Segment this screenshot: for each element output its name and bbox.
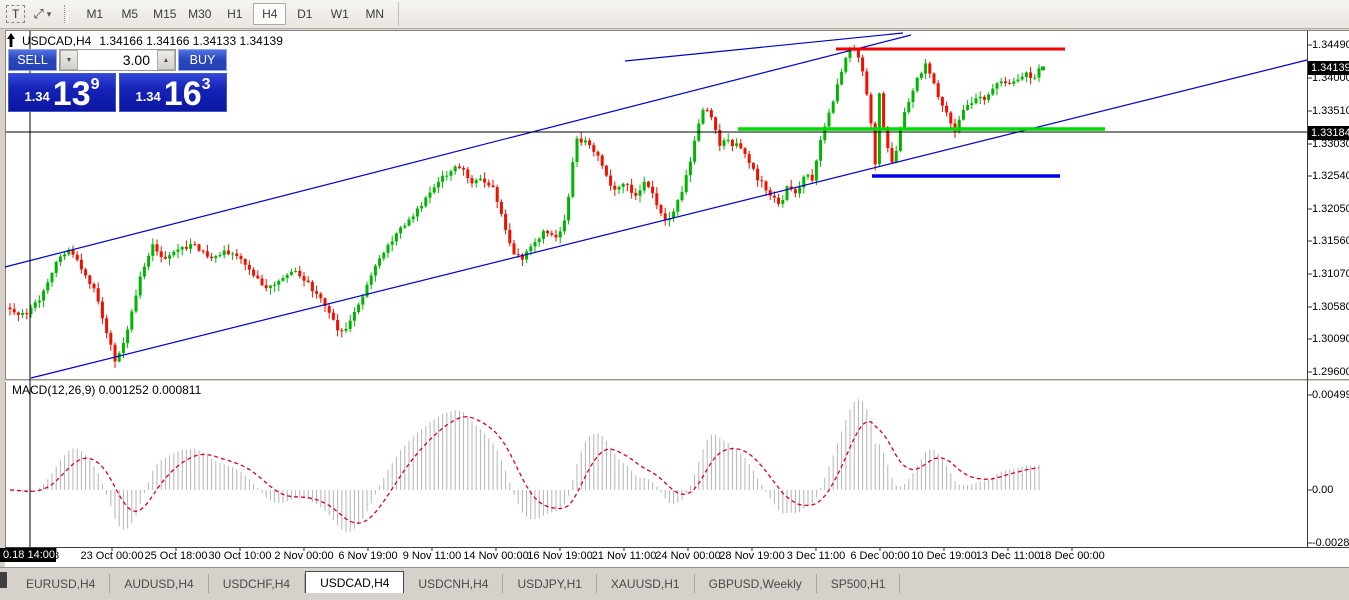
- tab-xauusd-h1[interactable]: XAUUSD,H1: [597, 574, 695, 593]
- time-axis-label: 30 Oct 10:00: [208, 550, 272, 562]
- time-axis-label: 14 Nov 00:00: [463, 550, 529, 562]
- arrows-tool-button[interactable]: ⤢ ▾: [33, 6, 51, 22]
- time-axis-label: 28 Nov 19:00: [719, 550, 785, 562]
- buy-button[interactable]: BUY: [178, 49, 227, 71]
- ohlc-values: 1.34166 1.34166 1.34133 1.34139: [99, 34, 283, 48]
- buy-price-button[interactable]: 1.34 16 3: [119, 73, 227, 112]
- macd-values: 0.001252 0.000811: [98, 383, 202, 397]
- tab-sp500-h1[interactable]: SP500,H1: [817, 574, 901, 593]
- sell-price-prefix: 1.34: [24, 89, 50, 104]
- price-axis-label: 1.32540: [1312, 170, 1349, 182]
- price-axis-label: 1.32050: [1312, 203, 1349, 215]
- time-axis-label: 8: [52, 550, 60, 562]
- time-axis-label: 10 Dec 19:00: [911, 550, 977, 562]
- time-axis-label: 3 Dec 11:00: [786, 550, 846, 562]
- tab-usdcad-h4[interactable]: USDCAD,H4: [305, 571, 405, 593]
- price-axis-label: 1.34000: [1312, 72, 1349, 84]
- price-axis-label: 1.33030: [1312, 138, 1349, 150]
- arrows-icon: ⤢: [33, 6, 44, 21]
- sell-price-main: 13: [52, 75, 91, 114]
- price-axis-label: 1.30090: [1312, 333, 1349, 345]
- time-axis-label: 6 Dec 00:00: [850, 550, 910, 562]
- toolbar-grip: [64, 5, 69, 23]
- time-axis-label: 25 Oct 18:00: [144, 550, 208, 562]
- crosshair-price-badge: 1.33184: [1308, 126, 1349, 140]
- current-price-badge: 1.34139: [1308, 61, 1349, 75]
- tab-usdjpy-h1[interactable]: USDJPY,H1: [503, 574, 597, 593]
- chevron-down-icon[interactable]: ▾: [46, 8, 52, 19]
- volume-input[interactable]: 3.00: [122, 52, 150, 68]
- volume-increase-button[interactable]: ▲: [157, 50, 175, 70]
- timeframe-w1-button[interactable]: W1: [330, 7, 349, 21]
- time-axis-label: 18 Dec 00:00: [1039, 550, 1105, 562]
- sell-price-sup: 9: [90, 76, 100, 93]
- timeframe-mn-button[interactable]: MN: [365, 7, 385, 21]
- buy-price-main: 16: [163, 75, 202, 114]
- crosshair-time-badge: 0.18 14:00: [0, 548, 56, 562]
- tab-gbpusd-weekly[interactable]: GBPUSD,Weekly: [695, 574, 817, 593]
- tab-eurusd-h4[interactable]: EURUSD,H4: [12, 574, 111, 593]
- macd-name: MACD(12,26,9): [12, 383, 96, 397]
- price-axis-label: 1.31560: [1312, 235, 1349, 247]
- macd-axis-label: -0.002866: [1312, 537, 1349, 549]
- time-axis-label: 6 Nov 19:00: [338, 550, 398, 562]
- timeframe-h1-button[interactable]: H1: [227, 7, 243, 21]
- macd-axis-label: 0.00: [1312, 484, 1334, 496]
- tab-usdcnh-h4[interactable]: USDCNH,H4: [404, 574, 504, 593]
- up-arrow-marker-icon: [6, 33, 16, 54]
- price-axis-label: 1.34490: [1312, 39, 1349, 51]
- tab-scroll-notch[interactable]: [0, 572, 7, 588]
- toolbar: T ⤢ ▾ M1 M5 M15 M30 H1 H4 D1 W1 MN: [0, 0, 1349, 29]
- macd-indicator-label: MACD(12,26,9) 0.001252 0.000811: [12, 383, 201, 397]
- symbol-period-label: USDCAD,H4: [22, 34, 92, 48]
- timeframe-m15-button[interactable]: M15: [153, 7, 177, 21]
- one-click-trading-panel: SELL ▼ 3.00 ▲ BUY 1.34 13 9 1.34 16 3: [8, 49, 227, 112]
- price-axis-label: 1.31070: [1312, 268, 1349, 280]
- volume-decrease-button[interactable]: ▼: [60, 50, 78, 70]
- time-axis-label: 2 Nov 00:00: [274, 550, 334, 562]
- time-axis-label: 16 Nov 19:00: [527, 550, 593, 562]
- price-axis-label: 1.29600: [1312, 366, 1349, 378]
- timeframe-m1-button[interactable]: M1: [86, 7, 104, 21]
- price-axis-label: 1.30580: [1312, 301, 1349, 313]
- buy-price-sup: 3: [201, 76, 211, 93]
- volume-box: ▼ 3.00 ▲: [59, 49, 176, 71]
- time-axis-label: 13 Dec 11:00: [975, 550, 1041, 562]
- timeframe-d1-button[interactable]: D1: [297, 7, 313, 21]
- macd-axis-label: 0.004999: [1312, 389, 1349, 401]
- text-tool-icon[interactable]: T: [6, 5, 26, 23]
- tab-usdchf-h4[interactable]: USDCHF,H4: [209, 574, 306, 593]
- timeframe-m5-button[interactable]: M5: [121, 7, 139, 21]
- chart-tab-bar: EURUSD,H4 AUDUSD,H4 USDCHF,H4 USDCAD,H4 USDC…: [0, 567, 1349, 593]
- timeframe-toolbar: M1 M5 M15 M30 H1 H4 D1 W1 MN: [77, 2, 400, 26]
- tab-audusd-h4[interactable]: AUDUSD,H4: [110, 574, 209, 593]
- timeframe-h4-button[interactable]: H4: [253, 3, 287, 25]
- time-axis-label: 21 Nov 11:00: [591, 550, 657, 562]
- time-axis-label: 9 Nov 11:00: [402, 550, 462, 562]
- price-axis-line: [1307, 31, 1308, 567]
- pane-separator[interactable]: [5, 379, 1349, 382]
- timeframe-m30-button[interactable]: M30: [188, 7, 212, 21]
- sell-price-button[interactable]: 1.34 13 9: [8, 73, 116, 112]
- time-axis-label: 24 Nov 00:00: [655, 550, 721, 562]
- buy-price-prefix: 1.34: [135, 89, 161, 104]
- sell-button[interactable]: SELL: [8, 49, 57, 71]
- price-axis-label: 1.33510: [1312, 105, 1349, 117]
- chart-title: USDCAD,H4 1.34166 1.34166 1.34133 1.34139: [22, 34, 283, 48]
- time-axis-label: 23 Oct 00:00: [80, 550, 144, 562]
